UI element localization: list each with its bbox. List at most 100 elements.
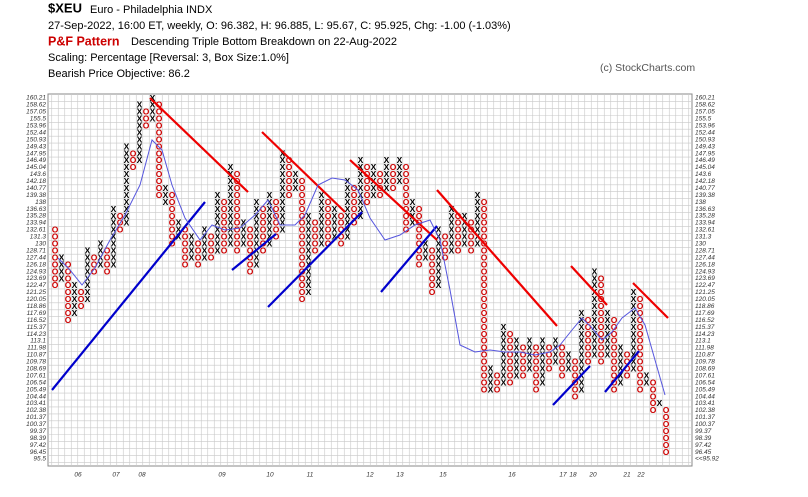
o-box: O [338,218,345,228]
o-box: O [546,363,553,373]
y-tick-label: 103.41 [26,400,46,407]
o-box: O [533,357,540,367]
y-tick-label-right: 124.93 [695,268,715,275]
x-box: X [228,183,234,193]
x-box: X [280,183,286,193]
x-box: X [215,197,221,207]
x-box: X [111,225,117,235]
o-box: O [507,377,514,387]
x-box: X [540,377,546,387]
x-box: X [384,169,390,179]
o-box: O [52,259,59,269]
o-box: O [273,225,280,235]
o-box: O [546,357,553,367]
x-tick-label: 21 [622,472,631,479]
symbol: $XEU [48,0,82,15]
x-box: X [397,176,403,186]
x-box: X [111,259,117,269]
o-box: O [572,391,579,401]
x-box: X [449,232,455,242]
o-box: O [611,322,618,332]
y-tick-label-right: 127.44 [695,254,715,261]
y-tick-label-right: 135.28 [695,213,715,220]
o-box: O [481,363,488,373]
x-box: X [579,329,585,339]
o-box: O [65,315,72,325]
y-tick-label: 155.5 [30,116,47,123]
o-box: O [78,287,85,297]
y-tick-label: 99.37 [30,428,47,435]
o-box: O [585,315,592,325]
x-box: X [436,266,442,276]
o-box: O [156,183,163,193]
o-box: O [429,273,436,283]
y-tick-label: 132.61 [26,227,46,234]
y-tick-label-right: 155.5 [695,116,712,123]
y-tick-label: 107.61 [26,372,46,379]
y-tick-label-right: 103.41 [695,400,715,407]
x-box: X [618,350,624,360]
o-box: O [650,398,657,408]
o-box: O [195,239,202,249]
o-box: O [130,155,137,165]
o-box: O [338,225,345,235]
y-tick-label: 109.78 [26,358,46,365]
o-box: O [52,225,59,235]
x-box: X [72,301,78,311]
o-box: O [299,232,306,242]
o-box: O [481,211,488,221]
y-tick-label-right: 120.05 [695,296,715,303]
x-box: X [202,225,208,235]
x-box: X [215,239,221,249]
o-box: O [351,204,358,214]
o-box: O [624,363,631,373]
o-box: O [260,211,267,221]
o-box: O [377,190,384,200]
x-box: X [358,204,364,214]
x-box: X [254,239,260,249]
x-box: X [254,232,260,242]
o-box: O [598,357,605,367]
o-box: O [507,350,514,360]
o-box: O [481,294,488,304]
x-box: X [306,246,312,256]
x-box: X [176,225,182,235]
o-box: O [156,127,163,137]
o-box: O [312,239,319,249]
y-tick-label-right: 126.18 [695,261,715,268]
y-tick-label: 147.95 [26,150,46,157]
o-box: O [546,350,553,360]
o-box: O [637,350,644,360]
x-box: X [150,114,156,124]
o-box: O [221,246,228,256]
y-tick-label-right: 113.1 [695,338,711,345]
y-tick-label: 138 [35,199,46,206]
x-box: X [72,308,78,318]
x-box: X [124,190,130,200]
x-tick-label: 13 [396,472,404,479]
o-box: O [247,232,254,242]
o-box: O [364,183,371,193]
o-box: O [416,204,423,214]
x-box: X [475,218,481,228]
o-box: O [481,336,488,346]
y-tick-label: 110.87 [27,352,47,359]
o-box: O [559,370,566,380]
x-box: X [475,204,481,214]
o-box: O [182,246,189,256]
x-box: X [254,197,260,207]
x-box: X [319,239,325,249]
y-tick-label-right: 149.43 [695,143,715,150]
y-tick-label-right: 136.63 [695,206,715,213]
y-tick-label: 150.93 [26,136,46,143]
o-box: O [572,384,579,394]
y-tick-label-right: 101.37 [695,414,715,421]
x-box: X [215,225,221,235]
o-box: O [273,204,280,214]
x-box: X [280,204,286,214]
o-box: O [273,232,280,242]
o-box: O [637,370,644,380]
o-box: O [416,232,423,242]
o-box: O [598,350,605,360]
